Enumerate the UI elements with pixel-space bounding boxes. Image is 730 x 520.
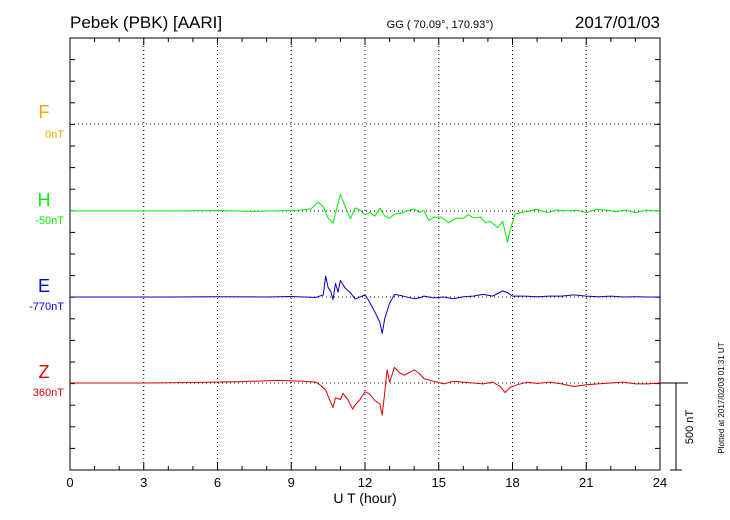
axis-ticks bbox=[69, 38, 661, 470]
scale-bar-label: 500 nT bbox=[684, 410, 696, 445]
trace-h bbox=[70, 194, 660, 243]
row-baseline-h: -50nT bbox=[35, 215, 64, 227]
plot-date: 2017/01/03 bbox=[575, 13, 660, 32]
row-baseline-e: -770nT bbox=[29, 301, 64, 313]
x-axis-label: U T (hour) bbox=[333, 490, 396, 506]
row-label-f: F bbox=[39, 102, 50, 122]
row-label-h: H bbox=[38, 190, 51, 210]
x-tick-label: 0 bbox=[66, 475, 73, 490]
row-baseline-z: 360nT bbox=[33, 387, 64, 399]
trace-e bbox=[70, 275, 660, 334]
x-tick-label: 15 bbox=[432, 475, 446, 490]
traces bbox=[70, 194, 661, 416]
x-tick-label: 12 bbox=[358, 475, 372, 490]
row-label-z: Z bbox=[39, 362, 50, 382]
station-title: Pebek (PBK) [AARI] bbox=[70, 13, 222, 32]
x-tick-label: 6 bbox=[214, 475, 221, 490]
row-baseline-f: 0nT bbox=[45, 129, 64, 141]
x-tick-label: 9 bbox=[288, 475, 295, 490]
x-tick-label: 24 bbox=[653, 475, 667, 490]
x-tick-label: 3 bbox=[140, 475, 147, 490]
trace-z bbox=[70, 366, 661, 416]
geo-coordinates: GG ( 70.09°, 170.93°) bbox=[387, 19, 494, 31]
row-labels: F 0nT H -50nT E -770nT Z 360nT bbox=[29, 102, 64, 399]
x-tick-label: 18 bbox=[505, 475, 519, 490]
scale-bar: 500 nT bbox=[660, 382, 696, 471]
plotted-timestamp: Plotted at 2017/02/03 01:31 UT bbox=[717, 342, 726, 453]
row-label-e: E bbox=[38, 276, 50, 296]
grid-lines bbox=[70, 38, 660, 470]
x-tick-labels: 0 3 6 9 12 15 18 21 24 bbox=[66, 475, 667, 490]
x-tick-label: 21 bbox=[579, 475, 593, 490]
